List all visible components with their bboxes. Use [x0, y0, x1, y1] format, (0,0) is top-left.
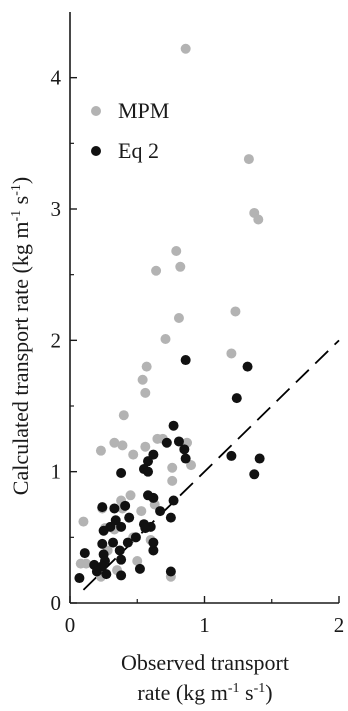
point-mpm — [160, 334, 171, 345]
y-axis-label-sup2: -1 — [9, 184, 24, 196]
point-eq-2 — [165, 566, 176, 577]
reference-line — [82, 339, 340, 591]
point-eq-2 — [179, 444, 190, 455]
point-eq-2 — [109, 503, 120, 514]
point-eq-2 — [74, 573, 85, 584]
point-mpm — [226, 348, 237, 359]
point-mpm — [175, 261, 186, 272]
y-tick-label: 4 — [51, 66, 62, 90]
y-axis-label-sup1: -1 — [9, 210, 24, 222]
point-eq-2 — [168, 420, 179, 431]
point-eq-2 — [161, 437, 172, 448]
point-eq-2 — [130, 532, 141, 543]
point-eq-2 — [97, 502, 108, 513]
point-eq-2 — [134, 563, 145, 574]
point-eq-2 — [143, 456, 154, 467]
point-eq-2 — [143, 466, 154, 477]
point-eq-2 — [249, 469, 260, 480]
point-eq-2 — [124, 512, 135, 523]
y-axis-label-end: ) — [8, 177, 33, 184]
point-mpm — [167, 475, 178, 486]
point-eq-2 — [242, 361, 253, 372]
point-mpm — [95, 445, 106, 456]
point-mpm — [253, 214, 264, 225]
point-mpm — [151, 265, 162, 276]
y-axis-label-mid: s — [8, 196, 33, 210]
point-eq-2 — [165, 512, 176, 523]
y-axis-label: Calculated transport rate (kg m-1 s-1) — [8, 177, 33, 495]
y-tick-label: 1 — [51, 460, 62, 484]
x-tick-label: 2 — [334, 613, 345, 637]
point-eq-2 — [97, 538, 108, 549]
point-eq-2 — [108, 537, 119, 548]
x-axis-label-sup1: -1 — [228, 681, 240, 696]
point-eq-2 — [116, 521, 127, 532]
legend-label-mpm: MPM — [118, 98, 169, 123]
point-eq-2 — [173, 436, 184, 447]
point-mpm — [171, 246, 182, 257]
point-eq-2 — [120, 500, 131, 511]
point-eq-2 — [180, 355, 191, 366]
point-eq-2 — [148, 492, 159, 503]
point-eq-2 — [91, 566, 102, 577]
point-mpm — [125, 490, 136, 501]
point-eq-2 — [122, 537, 133, 548]
point-eq-2 — [114, 545, 125, 556]
point-mpm — [243, 154, 254, 165]
point-mpm — [167, 462, 178, 473]
point-mpm — [137, 374, 148, 385]
point-eq-2 — [140, 523, 151, 534]
y-axis-label-main: Calculated transport rate (kg m — [8, 222, 33, 496]
point-eq-2 — [231, 393, 242, 404]
point-mpm — [128, 449, 139, 460]
point-eq-2 — [148, 537, 159, 548]
point-mpm — [118, 410, 129, 421]
legend-label-eq-2: Eq 2 — [118, 138, 159, 163]
point-eq-2 — [226, 450, 237, 461]
point-eq-2 — [148, 545, 159, 556]
point-eq-2 — [116, 554, 127, 565]
x-tick-label: 0 — [65, 613, 76, 637]
point-mpm — [109, 437, 120, 448]
x-axis-label-line1: Observed transport — [121, 650, 289, 675]
point-eq-2 — [254, 453, 265, 464]
point-mpm — [140, 387, 151, 398]
y-tick-label: 0 — [51, 591, 62, 615]
x-axis-label-mid: s — [240, 680, 254, 705]
point-eq-2 — [180, 453, 191, 464]
legend-marker-mpm — [91, 106, 101, 116]
point-mpm — [136, 506, 147, 517]
x-axis-label-main: rate (kg m — [137, 680, 227, 705]
point-mpm — [141, 361, 152, 372]
point-eq-2 — [155, 506, 166, 517]
point-mpm — [78, 516, 89, 527]
x-axis-label-sup2: -1 — [254, 681, 266, 696]
point-eq-2 — [116, 570, 127, 581]
x-axis-label-end: ) — [265, 680, 272, 705]
point-eq-2 — [101, 569, 112, 580]
y-tick-label: 3 — [51, 197, 62, 221]
point-mpm — [180, 43, 191, 54]
point-mpm — [81, 558, 92, 569]
plot-area: 0 1 2 3 4 0 1 2 MPM Eq 2 — [51, 12, 345, 637]
point-mpm — [173, 313, 184, 324]
point-mpm — [140, 441, 151, 452]
point-eq-2 — [98, 525, 109, 536]
point-mpm — [132, 555, 143, 566]
y-tick-label: 2 — [51, 328, 62, 352]
x-axis-label-line2: rate (kg m-1 s-1) — [137, 680, 272, 705]
x-tick-label: 1 — [199, 613, 210, 637]
point-mpm — [230, 306, 241, 317]
legend-marker-eq-2 — [91, 146, 101, 156]
point-eq-2 — [116, 467, 127, 478]
point-eq-2 — [79, 548, 90, 559]
point-eq-2 — [168, 495, 179, 506]
point-mpm — [117, 440, 128, 451]
